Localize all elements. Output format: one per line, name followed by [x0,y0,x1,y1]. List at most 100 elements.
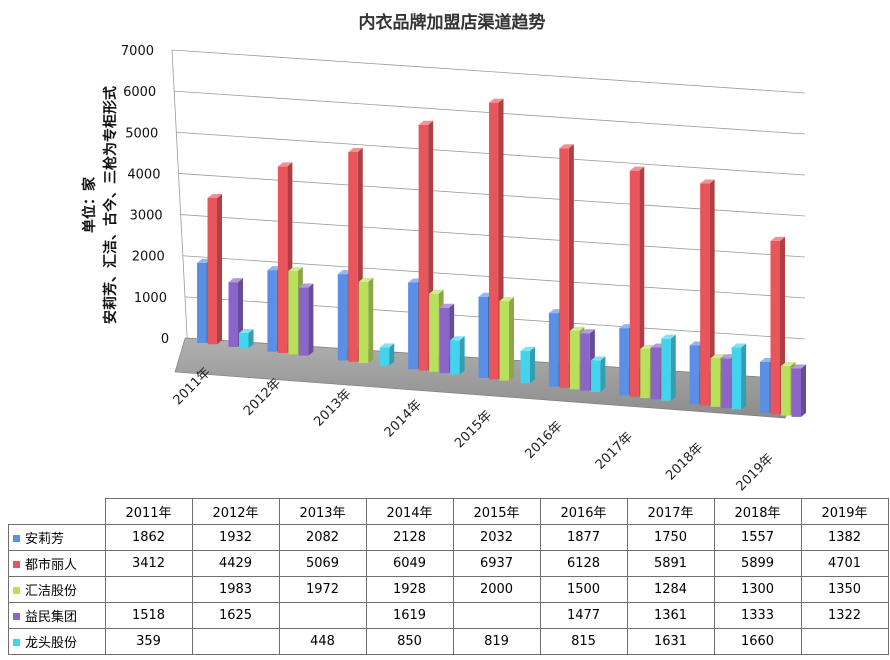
bar-side [509,297,514,381]
bar-side [600,356,606,392]
bar-top [439,303,455,308]
bar-front [791,368,801,417]
wall-edge [171,49,188,339]
bar-top [781,361,796,366]
bar-front [277,166,288,354]
bar-top [661,334,676,339]
table-cell: 1350 [800,576,889,603]
table-cell: 3412 [104,550,193,577]
bar [590,356,606,392]
bars [197,98,806,417]
bar [731,343,747,410]
legend-entry: 汇洁股份 [8,576,106,603]
y-tick-labels: 0 1000 2000 3000 4000 5000 6000 7000 [121,44,169,347]
x-tick-label: 2015年 [452,408,495,451]
table-cell [104,576,193,603]
gridline [171,49,806,94]
legend-swatch [13,535,20,542]
x-tick-label: 2012年 [241,376,284,419]
legend-swatch [13,613,20,620]
table-column-header: 2011年 [104,498,193,525]
bar-top [629,166,645,171]
legend-swatch [13,587,20,594]
legend-swatch [13,639,20,646]
y-tick-label: 6000 [123,85,156,100]
bar-side [459,336,465,375]
bar-top [288,267,303,272]
bar [239,328,254,349]
table-cell: 4429 [191,550,280,577]
table-corner [8,498,106,525]
bar-side [368,277,374,364]
bar-side [217,193,222,345]
table-cell: 1750 [626,524,715,551]
bar-top [418,120,434,125]
bar-side [248,328,254,349]
bar-top [489,98,504,103]
y-tick-label: 3000 [130,209,163,224]
chart: 内衣品牌加盟店渠道趋势 单位：家 安莉芳、汇洁、古今、三枪为专柜形式 0 1000… [81,12,806,494]
bar-front [197,262,207,343]
bar-front [358,281,369,364]
bar-front [559,148,569,389]
table-cell [452,602,541,629]
bar-front [781,365,791,416]
bar [791,364,806,417]
bar [379,343,395,366]
table-cell: 1333 [713,602,802,629]
table-row: 汇洁股份 1983 1972 1928 2000 1500 1284 1300 1350 [8,576,889,603]
bar-front [721,358,731,409]
bar-side [530,346,535,384]
bar-side [639,166,645,397]
bar-front [288,271,298,355]
table-row: 龙头股份 359 448 850 819 815 1631 1660 [8,628,889,655]
bar [450,336,465,375]
bar-top [450,336,465,341]
bar-front [710,358,721,407]
bar-top [520,346,535,351]
table-cell: 1284 [626,576,715,603]
table-cell: 1877 [539,524,628,551]
table-cell: 819 [452,628,541,655]
table-cell: 6128 [539,550,628,577]
bar-front [408,282,418,370]
legend-entry: 都市丽人 [8,550,106,577]
data-table: 2011年 2012年 2013年 2014年 2015年 2016年 2017年 2018年… [8,498,889,655]
y-axis-label-unit: 单位：家 [81,176,98,233]
table-cell: 5069 [278,550,367,577]
bar-front [228,282,238,347]
bar-top [429,289,444,294]
table-cell: 6937 [452,550,541,577]
table-row: 益民集团 1518 1625 1619 1477 1361 1333 1322 [8,602,889,629]
bar-front [590,360,601,392]
legend-entry: 益民集团 [8,602,106,629]
table-column-header: 2019年 [800,498,889,525]
bar-front [478,296,488,378]
bar [207,193,222,345]
table-cell: 448 [278,628,367,655]
bar-top [207,193,222,198]
table-cell: 1500 [539,576,628,603]
table-cell: 2032 [452,524,541,551]
bar [228,278,243,347]
bar-front [499,301,509,381]
bar [559,144,574,389]
bar-front [348,152,358,362]
table-cell: 1518 [104,602,193,629]
bar [298,283,314,356]
bar-front [650,347,661,400]
table-cell: 1983 [191,576,280,603]
table-cell: 2082 [278,524,367,551]
bar-front [548,313,559,387]
bar-top [499,297,514,302]
table-cell: 5899 [713,550,802,577]
table-cell: 1322 [800,602,889,629]
chart-title: 内衣品牌加盟店渠道趋势 [359,12,546,33]
table-cell: 1619 [365,602,454,629]
bar-front [640,348,650,399]
table-cell: 1361 [626,602,715,629]
table-row: 安莉芳 1862 1932 2082 2128 2032 1877 1750 1557 1382 [8,524,889,551]
bar [520,346,535,384]
legend-label: 都市丽人 [25,558,78,573]
legend-label: 龙头股份 [25,636,78,651]
